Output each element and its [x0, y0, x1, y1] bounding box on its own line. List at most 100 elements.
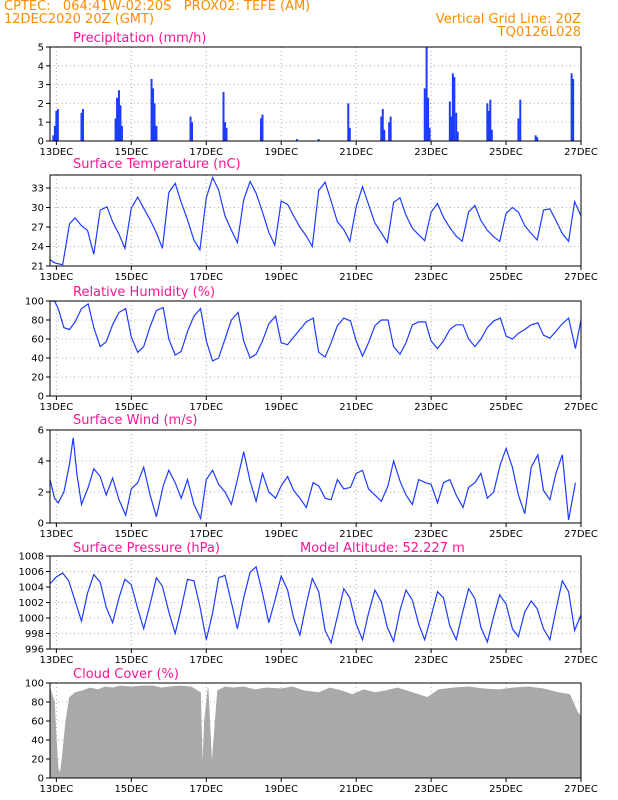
wind-xtick-label: 25DEC: [489, 529, 523, 540]
pressure-ytick-label: 1004: [19, 583, 44, 594]
precipitation-bar: [453, 77, 456, 141]
temperature-xtick-label: 23DEC: [414, 272, 448, 283]
precipitation-xtick-label: 25DEC: [489, 147, 523, 158]
chart-header: CPTEC: 064:41W-02:20S PROX02: TEFE (AM) …: [0, 0, 618, 48]
precipitation-bar: [222, 92, 225, 141]
pressure-annotation: Model Altitude: 52.227 m: [300, 541, 465, 556]
humidity-ytick-label: 20: [31, 373, 44, 384]
precipitation-bar: [116, 97, 119, 141]
cloud-xtick-label: 17DEC: [189, 784, 223, 795]
humidity-xtick-label: 23DEC: [414, 402, 448, 413]
humidity-frame: [49, 300, 582, 397]
temperature-xtick-label: 21DEC: [339, 272, 373, 283]
precipitation-bar: [517, 118, 520, 141]
precipitation-bar: [150, 78, 153, 141]
cloud-xtick-label: 21DEC: [339, 784, 373, 795]
humidity-ytick-label: 100: [25, 297, 44, 308]
temperature-series-line: [49, 175, 582, 266]
humidity-xtick-label: 15DEC: [114, 402, 148, 413]
humidity-panel: 0 20 40 60 80 100 13DEC 15DEC 17DEC 19DEC 21DEC 23D…: [25, 285, 598, 413]
pressure-ytick-label: 1002: [19, 598, 44, 609]
precipitation-bar: [572, 78, 575, 141]
precipitation-ytick-label: 1: [38, 118, 44, 129]
pressure-xtick-label: 13DEC: [40, 655, 74, 666]
pressure-xtick-label: 15DEC: [114, 655, 148, 666]
humidity-xtick-label: 17DEC: [189, 402, 223, 413]
temperature-xtick-label: 25DEC: [489, 272, 523, 283]
cloud-area: [49, 685, 582, 779]
precipitation-xtick-label: 13DEC: [40, 147, 74, 158]
precipitation-bar: [189, 116, 192, 141]
precipitation-bar: [117, 90, 120, 141]
precipitation-bar: [455, 112, 458, 141]
temperature-xtick-label: 19DEC: [264, 272, 298, 283]
temperature-ytick-label: 24: [31, 242, 44, 253]
precipitation-ytick-label: 0: [38, 137, 44, 148]
wind-xtick-label: 23DEC: [414, 529, 448, 540]
cloud-ytick-label: 40: [31, 736, 44, 747]
precipitation-ytick-label: 5: [38, 43, 44, 54]
precipitation-bar: [347, 103, 350, 141]
pressure-xtick-label: 27DEC: [564, 655, 598, 666]
cloud-xtick-label: 25DEC: [489, 784, 523, 795]
precipitation-bar: [450, 116, 453, 141]
station-info: CPTEC: 064:41W-02:20S PROX02: TEFE (AM): [4, 0, 311, 14]
humidity-series-line: [50, 300, 582, 362]
pressure-ytick-label: 1000: [19, 614, 44, 625]
wind-xtick-label: 27DEC: [564, 529, 598, 540]
precipitation-bar: [259, 118, 262, 141]
temperature-xtick-label: 15DEC: [114, 272, 148, 283]
precipitation-bar: [155, 125, 158, 141]
precipitation-bar: [53, 125, 56, 141]
temperature-panel: 21 24 27 30 33 13DEC 15DEC 17DEC 19DEC 21DEC 23DEC…: [31, 157, 598, 283]
wind-ytick-label: 0: [38, 519, 44, 530]
humidity-ytick-label: 60: [31, 335, 44, 346]
precipitation-xtick-label: 21DEC: [339, 147, 373, 158]
grid-line-note: Vertical Grid Line: 20Z: [435, 12, 581, 27]
precipitation-xtick-label: 15DEC: [114, 147, 148, 158]
wind-title: Surface Wind (m/s): [73, 413, 197, 428]
precipitation-bar: [381, 109, 384, 141]
precipitation-bar: [389, 116, 392, 141]
precipitation-bar: [383, 129, 386, 141]
temperature-ytick-label: 21: [31, 262, 44, 273]
temperature-xtick-label: 27DEC: [564, 272, 598, 283]
precipitation-bar: [191, 122, 194, 141]
pressure-xtick-label: 25DEC: [489, 655, 523, 666]
temperature-title: Surface Temperature (nC): [73, 157, 241, 172]
precipitation-bar: [534, 135, 537, 141]
pressure-ytick-label: 996: [25, 645, 44, 656]
precipitation-bar: [55, 110, 58, 141]
pressure-ytick-label: 1008: [19, 552, 44, 563]
precipitation-bar: [388, 122, 391, 141]
wind-ytick-label: 4: [38, 457, 44, 468]
wind-panel: 0 2 4 6 13DEC 15DEC 17DEC 19DEC 21DEC 23DEC 25DEC 2…: [38, 0, 598, 540]
precipitation-bar: [261, 114, 264, 141]
precipitation-bar: [425, 47, 428, 141]
precipitation-bar: [225, 127, 228, 141]
cloud-xtick-label: 13DEC: [40, 784, 74, 795]
model-id: TQ0126L028: [497, 25, 581, 40]
precipitation-bar: [519, 99, 522, 141]
cloud-panel: 0 20 40 60 80 100 13DEC 15DEC 17DEC 19DEC 21DEC 23D…: [25, 667, 598, 795]
precipitation-bar: [224, 122, 227, 141]
wind-frame: [49, 429, 582, 524]
temperature-frame: [49, 174, 582, 267]
precipitation-xtick-label: 27DEC: [564, 147, 598, 158]
temperature-xtick-label: 17DEC: [189, 272, 223, 283]
cloud-xtick-label: 23DEC: [414, 784, 448, 795]
precipitation-bar: [451, 73, 454, 141]
pressure-xtick-label: 23DEC: [414, 655, 448, 666]
wind-xtick-label: 19DEC: [264, 529, 298, 540]
pressure-xtick-label: 21DEC: [339, 655, 373, 666]
precipitation-xtick-label: 23DEC: [414, 147, 448, 158]
precipitation-bar: [428, 127, 431, 141]
cloud-xtick-label: 19DEC: [264, 784, 298, 795]
pressure-ytick-label: 1006: [19, 567, 44, 578]
cloud-ytick-label: 0: [38, 774, 44, 785]
temperature-ytick-label: 30: [31, 203, 44, 214]
pressure-series-line: [49, 565, 582, 645]
precipitation-ytick-label: 3: [38, 80, 44, 91]
precipitation-bar: [423, 88, 426, 141]
humidity-xtick-label: 27DEC: [564, 402, 598, 413]
